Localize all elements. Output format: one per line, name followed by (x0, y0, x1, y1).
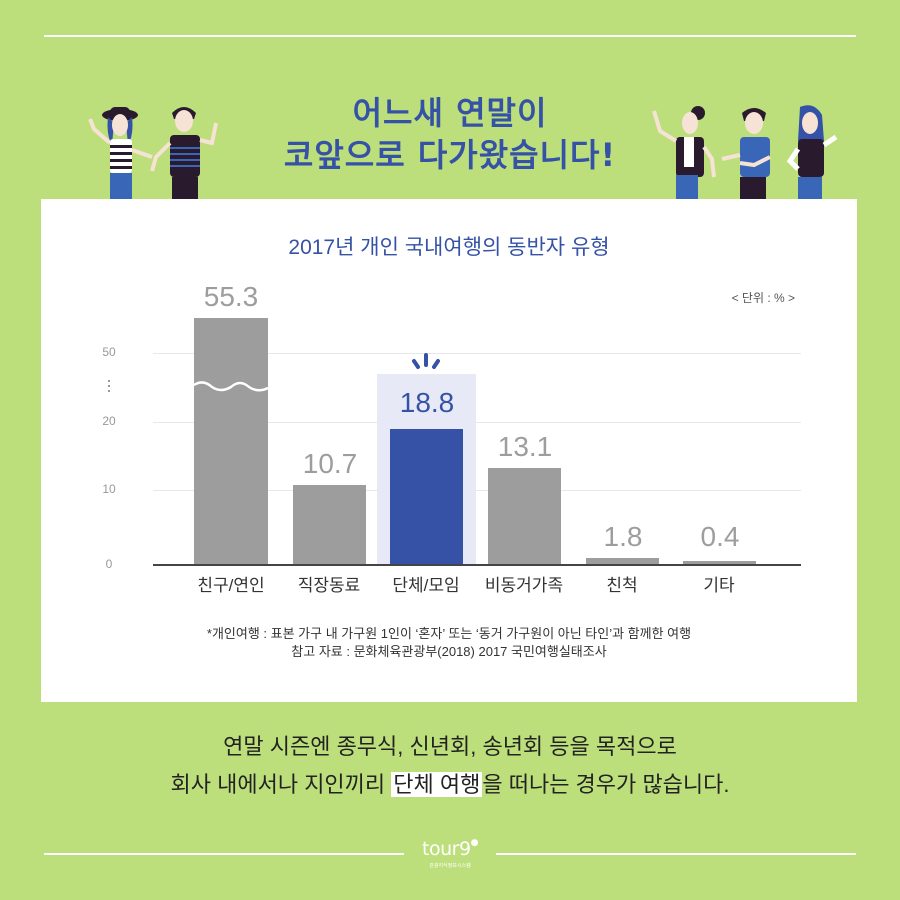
value-non-cohabiting-family: 13.1 (497, 431, 553, 462)
value-group-club: 18.8 (399, 387, 455, 418)
bottom-divider-right (496, 853, 856, 855)
x-axis-baseline (153, 564, 801, 566)
sparkle-icon (412, 353, 440, 369)
bottom-divider-left (44, 853, 404, 855)
body-line2-after: 을 떠나는 경우가 많습니다. (482, 772, 730, 797)
people-illustration-left (88, 107, 218, 205)
headline-line1: 어느새 연말이 (352, 94, 548, 132)
tour9-logo: tour9● 관광지식정보시스템 (0, 838, 900, 869)
bar-friends-partner (194, 318, 268, 564)
body-text: 연말 시즌엔 종무식, 신년회, 송년회 등을 목적으로 회사 내에서나 지인끼… (0, 728, 900, 804)
logo-word: tour9 (422, 838, 471, 860)
gridline-20 (153, 422, 801, 423)
x-label-group-club: 단체/모임 (392, 576, 460, 595)
x-label-coworkers: 직장동료 (297, 576, 361, 595)
people-illustration-right (652, 105, 838, 205)
bar-coworkers (293, 485, 366, 564)
y-tick-50: 50 (102, 345, 116, 359)
x-label-friends-partner: 친구/연인 (197, 576, 265, 595)
gridline-10 (153, 490, 801, 491)
value-coworkers: 10.7 (302, 448, 358, 479)
bar-relatives (586, 558, 659, 564)
bar-group-club (390, 429, 463, 564)
bar-other (683, 561, 756, 564)
body-highlight: 단체 여행 (391, 772, 483, 797)
value-other: 0.4 (700, 521, 740, 552)
headline-line2: 코앞으로 다가왔습니다! (283, 136, 617, 174)
y-tick-0: 0 (105, 557, 113, 571)
chart-card: 2017년 개인 국내여행의 동반자 유형 < 단위 : % > 50 20 1… (41, 199, 857, 702)
value-friends-partner: 55.3 (203, 281, 259, 312)
chart-title: 2017년 개인 국내여행의 동반자 유형 (288, 236, 610, 259)
footnote: *개인여행 : 표본 가구 내 가구원 1인이 ‘혼자’ 또는 ‘동거 가구원이… (206, 626, 692, 641)
y-tick-10: 10 (102, 482, 116, 496)
location-pin-icon: ● (470, 838, 479, 848)
x-label-other: 기타 (703, 576, 735, 595)
body-line2: 회사 내에서나 지인끼리 단체 여행을 떠나는 경우가 많습니다. (0, 766, 900, 804)
source-note: 참고 자료 : 문화체육관광부(2018) 2017 국민여행실태조사 (291, 644, 607, 659)
bar-non-cohabiting-family (488, 468, 561, 564)
x-label-relatives: 친척 (606, 576, 638, 595)
axis-break-dots-icon (108, 380, 110, 394)
top-divider (44, 35, 856, 37)
body-line1: 연말 시즌엔 종무식, 신년회, 송년회 등을 목적으로 (223, 734, 677, 759)
y-tick-20: 20 (102, 414, 116, 428)
body-line2-before: 회사 내에서나 지인끼리 (170, 772, 392, 797)
unit-label: < 단위 : % > (731, 291, 795, 305)
logo-subtitle: 관광지식정보시스템 (429, 863, 471, 869)
logo-wordmark: tour9● (0, 838, 900, 860)
x-label-non-cohabiting-family: 비동거가족 (484, 576, 564, 595)
headline: 어느새 연말이 코앞으로 다가왔습니다! (0, 92, 900, 176)
value-relatives: 1.8 (603, 521, 643, 552)
gridline-50 (153, 353, 801, 354)
axis-break-wave-icon (194, 381, 268, 392)
